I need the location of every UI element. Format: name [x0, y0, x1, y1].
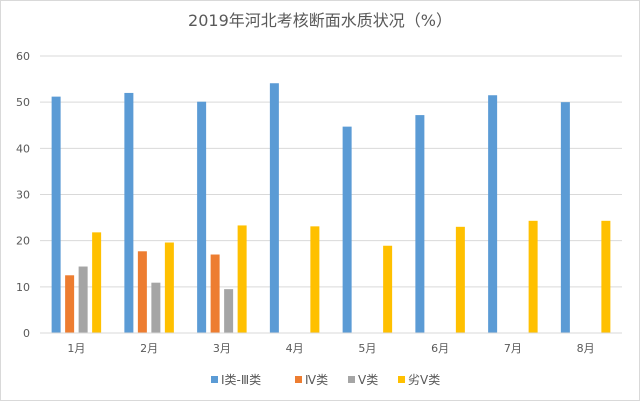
bar-2-2 — [137, 251, 147, 333]
bar-1-5 — [342, 126, 352, 333]
gridlines — [40, 55, 622, 288]
bar-1-3 — [197, 101, 207, 333]
chart-title: 2019年河北考核断面水质状况（%） — [188, 11, 452, 30]
legend-label: Ⅴ类 — [358, 373, 378, 387]
legend-label: 劣Ⅴ类 — [408, 373, 440, 387]
bar-4-2 — [164, 242, 174, 333]
bar-4-1 — [92, 232, 102, 333]
y-tick-label: 0 — [23, 327, 30, 340]
bar-1-7 — [488, 95, 498, 333]
x-tick-label: 6月 — [431, 342, 449, 355]
y-tick-label: 20 — [16, 235, 30, 248]
x-tick-label: 7月 — [504, 342, 522, 355]
bar-4-8 — [601, 220, 611, 333]
x-tick-label: 5月 — [358, 342, 376, 355]
x-tick-label: 3月 — [213, 342, 231, 355]
x-tick-label: 1月 — [67, 342, 85, 355]
legend-swatch — [398, 376, 405, 383]
bar-4-6 — [455, 226, 465, 333]
y-tick-label: 50 — [16, 96, 30, 109]
x-tick-label: 4月 — [286, 342, 304, 355]
legend-label: Ⅳ类 — [305, 373, 328, 387]
bar-3-2 — [151, 282, 161, 333]
bar-1-6 — [415, 115, 425, 334]
x-tick-label: 8月 — [577, 342, 595, 355]
legend: Ⅰ类-Ⅲ类 Ⅳ类 Ⅴ类 劣Ⅴ类 — [211, 373, 440, 387]
legend-swatch — [211, 376, 218, 383]
bar-2-3 — [210, 254, 220, 333]
bar-2-1 — [65, 275, 75, 333]
bar-1-8 — [560, 102, 570, 334]
bar-4-3 — [237, 225, 247, 333]
y-tick-label: 10 — [16, 281, 30, 294]
bar-4-4 — [310, 226, 320, 333]
y-axis-ticks: 0 10 20 30 40 50 60 — [16, 50, 30, 340]
bar-3-3 — [224, 289, 234, 333]
bar-4-5 — [383, 245, 393, 333]
bars — [51, 83, 611, 334]
y-tick-label: 30 — [16, 189, 30, 202]
legend-label: Ⅰ类-Ⅲ类 — [221, 373, 261, 387]
bar-1-2 — [124, 92, 134, 333]
y-tick-label: 60 — [16, 50, 30, 63]
bar-1-4 — [269, 83, 279, 333]
bar-3-1 — [78, 266, 88, 333]
y-tick-label: 40 — [16, 142, 30, 155]
bar-4-7 — [528, 220, 538, 333]
x-axis-ticks: 1月 2月 3月 4月 5月 6月 7月 8月 — [67, 342, 594, 355]
legend-swatch — [295, 376, 302, 383]
legend-swatch — [348, 376, 355, 383]
x-tick-label: 2月 — [140, 342, 158, 355]
bar-1-1 — [51, 96, 61, 333]
